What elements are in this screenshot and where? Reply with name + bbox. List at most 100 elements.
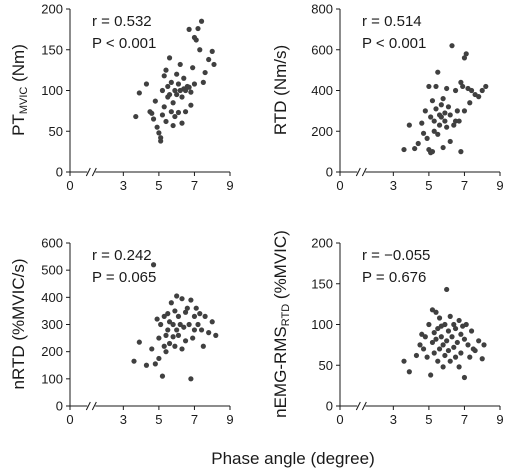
data-point <box>154 124 160 130</box>
data-point <box>406 369 412 375</box>
data-point <box>159 373 166 379</box>
y-tick-label: 50 <box>319 358 333 373</box>
data-point <box>468 328 475 334</box>
y-tick-label: 100 <box>41 371 63 386</box>
data-point <box>193 37 199 43</box>
data-point <box>163 332 169 338</box>
y-tick-label: 0 <box>326 399 333 414</box>
data-point <box>198 18 205 24</box>
axis-break-mark <box>85 167 91 177</box>
data-point <box>422 108 428 114</box>
data-point <box>426 83 432 90</box>
data-point <box>170 321 176 328</box>
data-point <box>156 130 162 136</box>
data-point <box>467 100 473 106</box>
data-point <box>209 319 215 325</box>
x-tick-label: 0 <box>336 412 343 427</box>
correlation-r-label: r = 0.514 <box>362 13 422 30</box>
data-point <box>420 130 427 136</box>
data-point <box>166 340 173 347</box>
y-tick-label: 0 <box>326 165 333 180</box>
data-point <box>435 131 441 137</box>
data-point <box>406 122 412 128</box>
data-point <box>202 313 208 319</box>
data-point <box>136 90 142 96</box>
x-tick-label: 3 <box>120 178 127 193</box>
data-point <box>195 25 201 32</box>
data-point <box>422 334 428 340</box>
x-tick-label: 7 <box>191 178 198 193</box>
data-point <box>149 110 155 116</box>
data-point <box>440 144 446 151</box>
data-point <box>452 354 459 360</box>
data-point <box>424 135 430 141</box>
correlation-r-label: r = 0.242 <box>92 247 152 264</box>
scatter-panel-3: 0 100 200 300 400 500 600 0 3 5 7 9 r = 0.242 P = 0.0… <box>9 236 233 428</box>
data-point <box>175 109 182 116</box>
y-tick-label: 300 <box>41 317 63 332</box>
data-point <box>177 321 183 328</box>
data-point <box>175 332 182 338</box>
y-tick-label: 0 <box>56 399 63 414</box>
data-point <box>452 325 459 332</box>
data-point <box>186 321 192 328</box>
data-point <box>445 104 452 110</box>
data-point <box>166 55 173 61</box>
data-point <box>209 48 215 54</box>
y-tick-label: 200 <box>41 344 63 359</box>
x-tick-label: 9 <box>226 178 233 193</box>
y-axis-label: PTMVIC (Nm) <box>9 44 29 136</box>
data-point <box>177 61 183 68</box>
data-point <box>438 102 444 108</box>
data-point <box>172 113 178 120</box>
data-point <box>163 118 169 125</box>
y-tick-label: 100 <box>311 317 333 332</box>
y-axis-label: RTD (Nm/s) <box>271 45 290 135</box>
axis-break-mark <box>361 167 367 177</box>
data-point <box>436 346 443 352</box>
data-point <box>168 79 174 85</box>
data-point <box>456 317 462 324</box>
data-point <box>154 316 160 322</box>
data-point <box>161 313 167 319</box>
x-tick-label: 0 <box>336 178 343 193</box>
data-point <box>461 108 468 114</box>
axis-break-gap <box>357 170 366 174</box>
y-tick-label: 50 <box>49 124 63 139</box>
data-point <box>200 79 206 85</box>
p-value-label: P < 0.001 <box>362 35 426 52</box>
axis-break-gap <box>87 404 96 408</box>
x-tick-label: 7 <box>461 178 468 193</box>
data-point <box>468 87 475 94</box>
data-point <box>159 112 166 118</box>
axis-break-mark <box>355 167 361 177</box>
axis-break-gap <box>87 170 96 174</box>
x-tick-label: 3 <box>120 412 127 427</box>
data-point <box>182 338 189 344</box>
data-point <box>191 327 198 333</box>
data-point <box>481 342 487 348</box>
data-point <box>179 120 185 126</box>
data-point <box>170 334 176 340</box>
data-point <box>438 334 444 340</box>
data-point <box>476 94 482 100</box>
data-point <box>458 149 464 155</box>
data-point <box>175 313 182 319</box>
y-tick-label: 150 <box>311 276 333 291</box>
data-point <box>458 331 464 337</box>
data-point <box>186 84 192 90</box>
data-point <box>156 335 162 341</box>
data-point <box>152 98 158 104</box>
p-value-label: P < 0.001 <box>92 35 156 52</box>
data-point <box>165 311 171 317</box>
data-point <box>444 124 450 130</box>
data-point <box>202 69 208 76</box>
axis-break-mark <box>91 167 97 177</box>
data-point <box>174 91 180 98</box>
data-point <box>172 308 178 314</box>
data-point <box>460 83 466 90</box>
y-tick-label: 400 <box>311 83 333 98</box>
data-point <box>444 338 450 344</box>
y-tick-label: 200 <box>41 2 63 17</box>
axis-break-mark <box>85 401 91 411</box>
